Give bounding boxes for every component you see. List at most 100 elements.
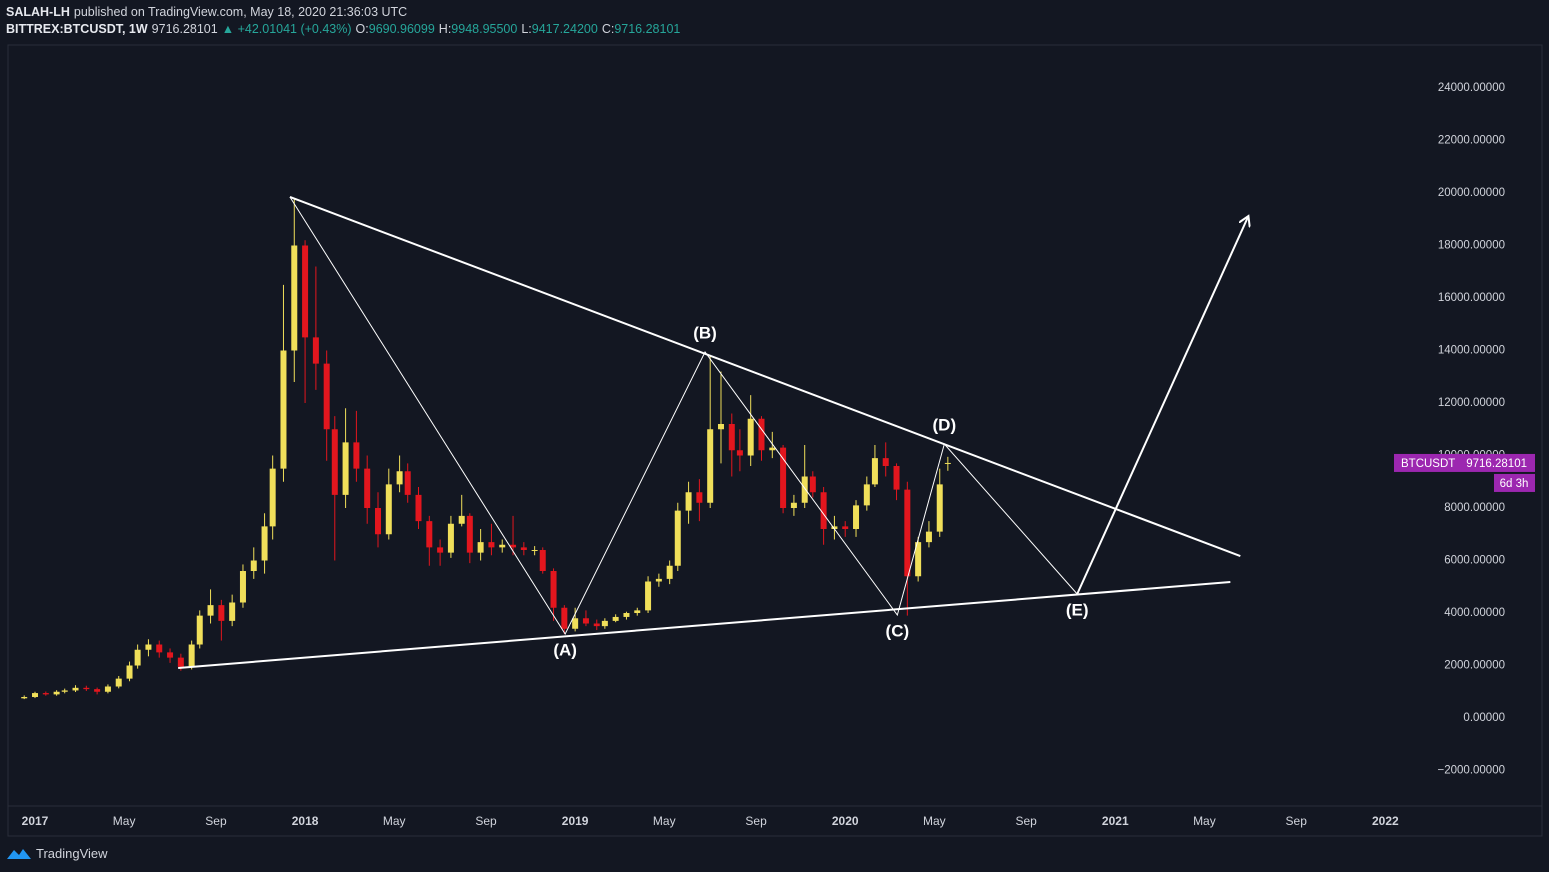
candle-body [572, 618, 579, 629]
candle-body [447, 523, 454, 553]
candle-body [104, 686, 111, 692]
candle-body [944, 462, 951, 464]
candle-body [364, 468, 371, 509]
candle-body [374, 508, 381, 535]
candle-body [696, 492, 703, 503]
trendline [289, 196, 1241, 557]
candle-body [666, 565, 673, 579]
candle-body [790, 502, 797, 509]
y-tick-label: 8000.00000 [1444, 502, 1505, 514]
candle-body [561, 607, 568, 629]
candle-body [539, 550, 546, 572]
ohlc-value: 9716.28101 [614, 22, 681, 36]
x-tick-label: May [653, 814, 676, 828]
pane-border [7, 44, 1543, 837]
candle-body [156, 644, 163, 653]
candle-body [312, 337, 319, 364]
ohlc-value: 9948.95500 [451, 22, 518, 36]
candle-body [728, 424, 735, 451]
candle-body [291, 245, 298, 351]
ohlc: O:9690.96099 H:9948.95500 L:9417.24200 C:97… [356, 22, 685, 36]
y-tick-label: 20000.00000 [1438, 187, 1505, 199]
x-tick-label: Sep [745, 814, 767, 828]
candle-body [601, 620, 608, 627]
y-tick-label: 0.00000 [1463, 712, 1505, 724]
x-tick-label: Sep [1286, 814, 1308, 828]
candle-body [229, 602, 236, 621]
change: ▲ +42.01041 (+0.43%) [221, 22, 352, 36]
candle-body [488, 542, 495, 548]
candle-body [404, 471, 411, 495]
author: SALAH-LH [6, 5, 70, 19]
wave-label: (A) [553, 640, 577, 659]
x-tick-label: 2020 [832, 814, 859, 828]
x-tick-label: May [923, 814, 946, 828]
candle-body [736, 450, 743, 456]
candle-body [196, 615, 203, 645]
candle-body [385, 484, 392, 535]
candle-body [685, 492, 692, 511]
x-tick-label: Sep [475, 814, 497, 828]
candle-body [477, 542, 484, 553]
candle-body [655, 578, 662, 582]
footer-text: TradingView [36, 845, 108, 861]
candle-body [915, 542, 922, 577]
candle-body [53, 691, 60, 695]
candle-body [269, 468, 276, 527]
candle-body [550, 571, 557, 608]
candle-body [853, 505, 860, 530]
candle-body [809, 476, 816, 493]
candle-body [331, 429, 338, 495]
candle-body [645, 581, 652, 611]
candle-body [831, 526, 838, 530]
candle-body [94, 689, 101, 692]
candle-body [437, 547, 444, 553]
symbol: BITTREX:BTCUSDT, 1W [6, 22, 148, 36]
x-tick-label: Sep [205, 814, 227, 828]
candle-body [904, 489, 911, 577]
candle-body [72, 687, 79, 691]
candle-body [42, 693, 49, 695]
published: published on TradingView.com, May 18, 20… [73, 5, 408, 19]
y-tick-label: 16000.00000 [1438, 292, 1505, 304]
candle-body [342, 442, 349, 495]
y-tick-label: 2000.00000 [1444, 660, 1505, 672]
ohlc-label: O: [355, 22, 369, 36]
candle-body [531, 550, 538, 552]
candle-body [426, 521, 433, 548]
candle-body [134, 649, 141, 666]
candle-body [177, 657, 184, 667]
candle-body [842, 526, 849, 530]
x-tick-label: 2022 [1372, 814, 1399, 828]
header-line-2: BITTREX:BTCUSDT, 1W 9716.28101 ▲ +42.01041… [6, 21, 688, 38]
ohlc-label: H: [438, 22, 452, 36]
candle-body [167, 652, 174, 658]
candle-body [280, 350, 287, 469]
y-tick-label: 24000.00000 [1438, 82, 1505, 94]
candle-body [323, 363, 330, 430]
x-tick-label: May [383, 814, 406, 828]
candle-body [769, 447, 776, 451]
candle-body [115, 678, 122, 687]
candle-body [466, 515, 473, 553]
candle-body [499, 544, 506, 548]
wave-label: (D) [933, 415, 957, 434]
candle-body [747, 418, 754, 456]
candle-body [925, 531, 932, 543]
price-tag-symbol: BTCUSDT [1401, 458, 1455, 470]
candle-body [882, 458, 889, 467]
y-tick-label: 12000.00000 [1438, 397, 1505, 409]
header: SALAH-LH published on TradingView.com, Ma… [6, 4, 688, 38]
candle-body [415, 494, 422, 522]
candle-body [396, 471, 403, 485]
footer: TradingView [6, 845, 108, 861]
candle-body [863, 484, 870, 506]
wave-label: (B) [693, 323, 717, 342]
candle-body [458, 515, 465, 524]
candle-body [893, 466, 900, 490]
candle-body [520, 547, 527, 551]
candle-body [871, 458, 878, 485]
candle-body [302, 245, 309, 338]
x-tick-label: 2021 [1102, 814, 1129, 828]
